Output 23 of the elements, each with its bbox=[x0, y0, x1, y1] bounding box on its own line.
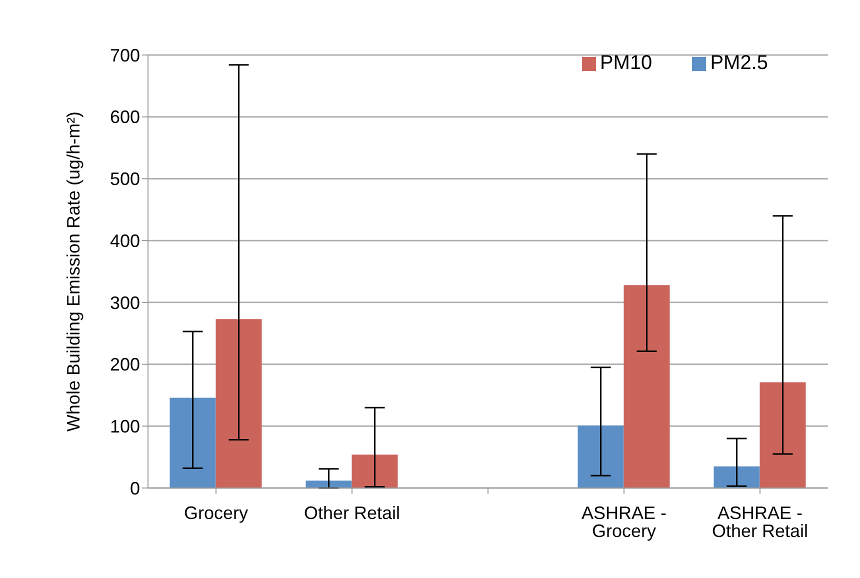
y-tick-label: 300 bbox=[110, 292, 140, 313]
x-tick-label: Other Retail bbox=[304, 502, 400, 523]
bar bbox=[306, 480, 352, 488]
x-tick-label: ASHRAE - Grocery bbox=[581, 502, 667, 541]
bar bbox=[216, 319, 262, 488]
bar bbox=[624, 285, 670, 488]
bar bbox=[760, 382, 806, 488]
y-tick-label: 0 bbox=[130, 478, 140, 498]
bar bbox=[170, 398, 216, 488]
bar bbox=[714, 466, 760, 488]
y-tick-label: 200 bbox=[110, 354, 140, 375]
y-tick-label: 500 bbox=[110, 169, 140, 190]
x-tick-label: Grocery bbox=[184, 502, 248, 523]
y-tick-label: 100 bbox=[110, 416, 140, 437]
bar bbox=[352, 454, 398, 488]
y-axis-title: Whole Building Emission Rate (ug/h-m²) bbox=[63, 111, 84, 432]
bar bbox=[578, 426, 624, 488]
y-tick-label: 400 bbox=[110, 230, 140, 251]
legend-label: PM10 bbox=[600, 52, 652, 74]
y-tick-label: 600 bbox=[110, 107, 140, 128]
legend-label: PM2.5 bbox=[710, 52, 768, 74]
y-tick-label: 700 bbox=[110, 45, 140, 66]
x-tick-label: ASHRAE - Other Retail bbox=[712, 502, 808, 541]
